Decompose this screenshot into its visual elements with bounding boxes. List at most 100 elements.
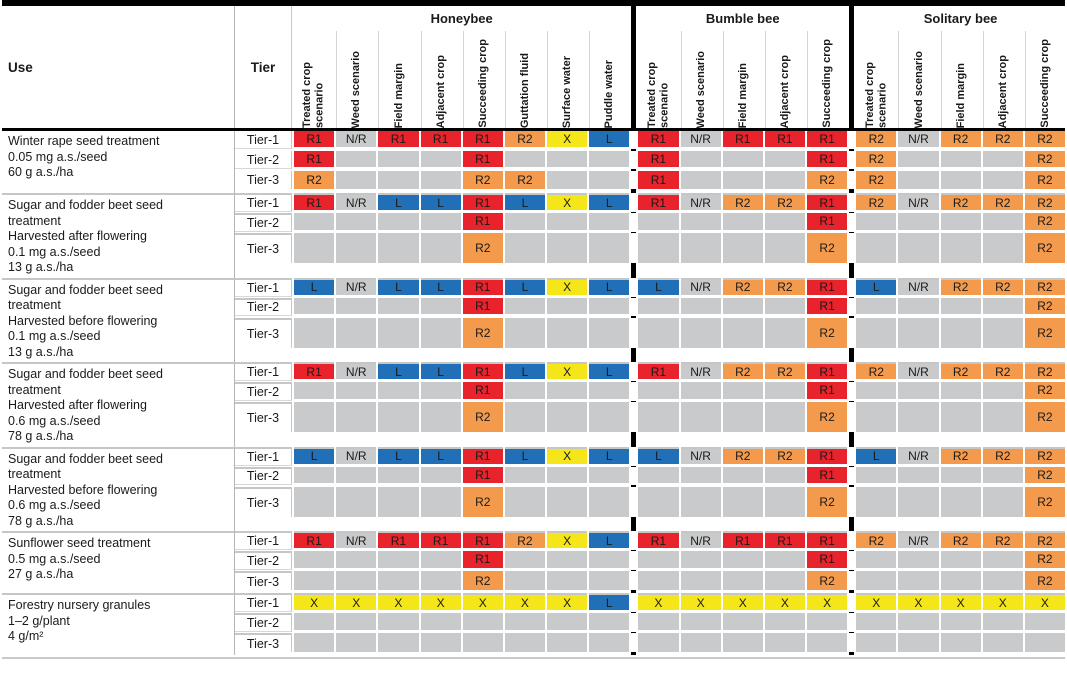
result-cell — [589, 213, 630, 232]
result-cell — [898, 613, 939, 632]
assessment-table: Use Tier Honeybee Bumble bee Solitary bee Tr… — [2, 0, 1065, 659]
section-divider-bar — [631, 590, 637, 593]
result-cell: R1 — [638, 171, 679, 189]
result-cell: R2 — [807, 486, 848, 517]
section-divider-bar — [849, 381, 855, 382]
result-cell: X — [898, 593, 939, 612]
result-cell — [294, 571, 335, 590]
result-cell: R1 — [462, 362, 503, 381]
result-cell: R2 — [982, 131, 1023, 149]
exposure-column-header-label: Adjacent crop — [434, 54, 447, 128]
result-cell — [420, 571, 461, 590]
section-divider-bar — [631, 631, 637, 633]
result-cell — [589, 317, 630, 348]
result-cell — [589, 297, 630, 316]
result-cell: R2 — [1024, 277, 1065, 297]
result-cell — [589, 613, 630, 632]
tier-label: Tier-2 — [235, 213, 292, 232]
result-cell: R1 — [294, 531, 335, 550]
result-cell — [420, 151, 461, 169]
result-cell — [420, 486, 461, 517]
result-cell: R2 — [294, 171, 335, 189]
section-divider-bar — [849, 485, 855, 487]
result-cell — [680, 382, 721, 401]
result-cell: L — [420, 362, 461, 381]
result-cell — [547, 466, 588, 485]
use-cell: Winter rape seed treatment 0.05 mg a.s./s… — [2, 131, 235, 193]
table-body: Winter rape seed treatment 0.05 mg a.s./s… — [2, 131, 1065, 655]
result-cell: R1 — [462, 466, 503, 485]
result-cell — [294, 466, 335, 485]
section-divider-bar — [631, 263, 637, 278]
result-cell: R2 — [462, 171, 503, 189]
use-line: treatment — [8, 467, 61, 481]
result-cell — [504, 571, 545, 590]
result-cell — [504, 402, 545, 433]
result-cell: X — [547, 193, 588, 212]
result-cell: R1 — [420, 531, 461, 550]
result-cell — [722, 633, 763, 652]
use-line: 0.1 mg a.s./seed — [8, 329, 101, 343]
section-divider-bar — [631, 189, 637, 193]
result-cell — [378, 382, 419, 401]
tier-rows: Tier-1 L N/R L L R1 L X L L N/R R2 R2 R1 L N/R R2 R2 R2 Tie… — [235, 277, 1065, 362]
result-cell: R1 — [807, 151, 848, 169]
result-cell — [378, 297, 419, 316]
result-cell — [336, 171, 377, 189]
tier-row: Tier-1 R1 N/R R1 R1 R1 R2 X L R1 N/R R1 R1 R1 R2 N/R R2 R… — [235, 131, 1065, 151]
result-cell: N/R — [680, 362, 721, 381]
section-divider-bar — [849, 590, 855, 593]
use-group-row: Sugar and fodder beet seed treatment Harve… — [2, 193, 1065, 278]
result-cell — [764, 171, 805, 189]
result-cell — [722, 382, 763, 401]
use-cell: Forestry nursery granules 1–2 g/plant 4 g/… — [2, 593, 235, 655]
result-cell: L — [504, 362, 545, 381]
tier-label: Tier-1 — [235, 362, 292, 381]
result-cell: R1 — [638, 193, 679, 212]
result-cell: R1 — [807, 446, 848, 466]
result-cell: R2 — [462, 317, 503, 348]
result-cell: L — [589, 277, 630, 297]
result-cell: R2 — [504, 171, 545, 189]
result-cell — [504, 151, 545, 169]
result-cell — [547, 317, 588, 348]
tier-label: Tier-2 — [235, 151, 292, 169]
result-cell — [638, 402, 679, 433]
result-cell: R2 — [807, 317, 848, 348]
result-cell — [898, 466, 939, 485]
result-cell — [336, 571, 377, 590]
result-cell — [982, 551, 1023, 570]
tier-rows: Tier-1 R1 N/R L L R1 L X L R1 N/R R2 R2 R1 R2 N/R R2 R2 R2… — [235, 362, 1065, 447]
exposure-column-header: Weed scenario — [898, 31, 938, 128]
exposure-column-header: Surface water — [547, 31, 587, 128]
tier-label: Tier-1 — [235, 531, 292, 550]
result-cell — [940, 233, 981, 264]
table-bottom-border — [2, 657, 1065, 659]
use-line: Sugar and fodder beet seed — [8, 198, 163, 212]
tier-label: Tier-2 — [235, 382, 292, 401]
tier-label: Tier-2 — [235, 613, 292, 632]
result-cell — [336, 551, 377, 570]
tier-row: Tier-1 R1 N/R L L R1 L X L R1 N/R R2 R2 R1 R2 N/R R2 R2 R2 — [235, 193, 1065, 213]
result-cell: N/R — [680, 277, 721, 297]
result-cell: R1 — [462, 277, 503, 297]
tier-column-header: Tier — [235, 6, 292, 128]
result-cell: R2 — [1024, 446, 1065, 466]
result-cell — [336, 233, 377, 264]
result-cell — [547, 382, 588, 401]
result-cell: R1 — [294, 131, 335, 149]
result-cell — [336, 633, 377, 652]
exposure-column-header: Adjacent crop — [420, 31, 461, 128]
result-cell — [856, 613, 897, 632]
exposure-column-header-label: Field margin — [954, 62, 967, 128]
use-group-row: Sugar and fodder beet seed treatment Harve… — [2, 362, 1065, 447]
result-cell — [638, 317, 679, 348]
result-cell — [856, 466, 897, 485]
result-cell — [336, 613, 377, 632]
result-cell: R1 — [764, 131, 805, 149]
result-cell — [982, 297, 1023, 316]
result-cell: R1 — [420, 131, 461, 149]
section-divider-bar — [631, 465, 637, 467]
result-cell: R1 — [294, 151, 335, 169]
exposure-column-header: Treated crop scenario — [294, 31, 334, 128]
